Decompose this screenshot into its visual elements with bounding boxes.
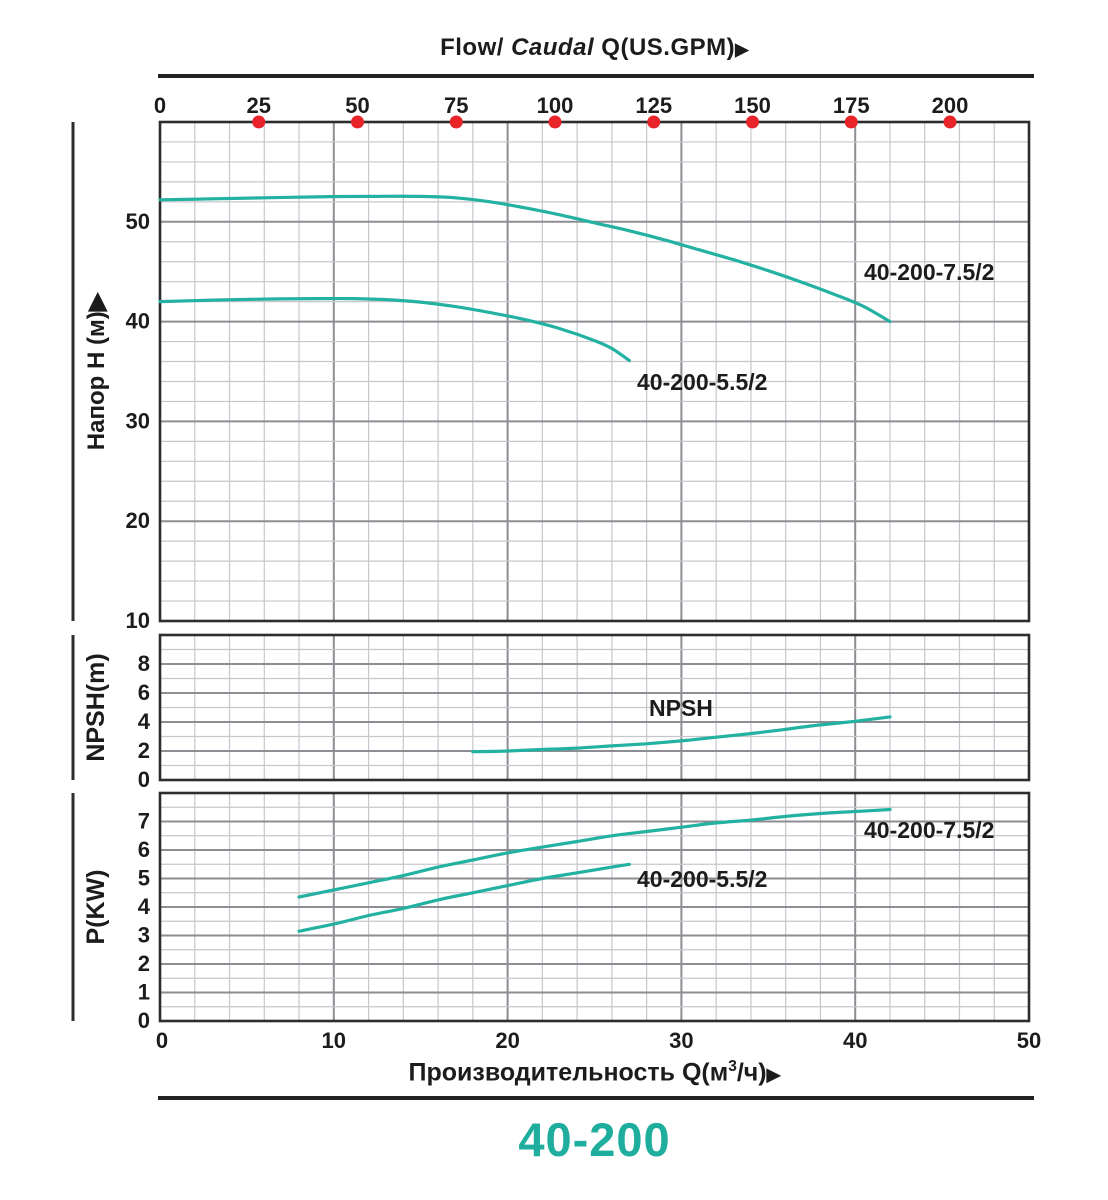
y-tick-label: 6 xyxy=(138,837,150,862)
y-tick-label: 2 xyxy=(138,738,150,763)
top-axis-title-flow: Flow/ xyxy=(440,34,504,61)
bottom-axis-title-close: /ч) xyxy=(736,1058,767,1087)
power-curve-label-7-5: 40-200-7.5/2 xyxy=(864,817,995,843)
x-tick-label: 10 xyxy=(322,1028,346,1053)
grid xyxy=(160,635,1029,780)
y-tick-label: 6 xyxy=(138,680,150,705)
bottom-axis-title: Производительность Q(м3/ч)▶ xyxy=(160,1058,1029,1087)
curve-40-200-5-5-2 xyxy=(297,862,631,933)
x-tick-label: 30 xyxy=(669,1028,693,1053)
y-tick-label: 0 xyxy=(138,1008,150,1033)
red-duty-point-dot xyxy=(548,115,562,129)
red-duty-point-dot xyxy=(351,115,364,129)
gpm-tick-label: 75 xyxy=(444,93,468,118)
pump-model-title: 40-200 xyxy=(518,1113,671,1166)
gpm-tick-label: 200 xyxy=(932,93,969,118)
y-tick-label: 8 xyxy=(138,651,150,676)
top-axis-title-caudal: Caudal xyxy=(511,34,595,61)
grid xyxy=(160,122,1029,621)
curve-40-200-5-5-2 xyxy=(158,296,631,363)
y-tick-label: 3 xyxy=(138,923,150,948)
curve-40-200-7-5-2 xyxy=(158,194,892,324)
y-axis-label: Напор H (м)▶ xyxy=(83,291,110,450)
y-tick-label: 10 xyxy=(126,608,150,633)
bottom-axis-ticks: 0 10 20 30 40 50 xyxy=(156,1028,1041,1053)
bottom-axis-title-text: Производительность Q(м xyxy=(408,1058,729,1087)
top-gpm-axis: 0 25 50 75 100 125 150 175 200 xyxy=(154,93,968,129)
y-tick-label: 0 xyxy=(138,767,150,792)
red-duty-point-dot xyxy=(746,115,759,129)
power-chart: 0 1 2 3 4 5 6 7 P(KW) xyxy=(71,791,1031,1034)
y-tick-label: 1 xyxy=(138,980,150,1005)
right-arrow-icon: ▶ xyxy=(766,1064,781,1085)
x-tick-label: 50 xyxy=(1017,1028,1041,1053)
y-axis-label: P(KW) xyxy=(82,870,110,945)
y-tick-label: 50 xyxy=(126,209,150,234)
y-tick-labels: 10 20 30 40 50 xyxy=(126,209,150,633)
y-tick-label: 4 xyxy=(138,709,151,734)
y-axis-label: NPSH(m) xyxy=(82,653,110,761)
red-duty-point-dot xyxy=(252,115,266,129)
plot-frame xyxy=(158,791,1031,1023)
gpm-tick-label: 50 xyxy=(345,93,369,118)
y-tick-label: 2 xyxy=(138,951,150,976)
y-tick-label: 4 xyxy=(138,894,151,919)
y-tick-label: 30 xyxy=(126,408,150,433)
x-tick-label: 20 xyxy=(495,1028,519,1053)
bottom-axis-title-sup: 3 xyxy=(728,1058,737,1075)
grid xyxy=(160,793,1029,1021)
head-curve-chart: 10 20 30 40 50 Напор H (м)▶ xyxy=(71,120,1031,633)
y-tick-label: 5 xyxy=(138,866,150,891)
npsh-curve-label: NPSH xyxy=(649,695,713,721)
bottom-title-rule xyxy=(158,1096,1034,1100)
gpm-tick-label: 125 xyxy=(635,93,672,118)
x-tick-label: 40 xyxy=(843,1028,867,1053)
y-tick-labels: 0 1 2 3 4 5 6 7 xyxy=(138,809,151,1034)
gpm-tick-label: 150 xyxy=(734,93,771,118)
curve-npsh xyxy=(471,715,892,754)
npsh-chart: 0 2 4 6 8 NPSH(m) xyxy=(71,633,1031,792)
head-curve-label-5-5: 40-200-5.5/2 xyxy=(637,369,768,395)
y-tick-label: 7 xyxy=(138,809,150,834)
gpm-tick-label: 175 xyxy=(833,93,870,118)
curve-40-200-7-5-2 xyxy=(297,807,892,899)
power-curve-label-5-5: 40-200-5.5/2 xyxy=(637,866,768,892)
plot-frame xyxy=(158,633,1031,782)
top-axis-title: Flow/ Caudal Q(US.GPM)▶ xyxy=(160,34,1029,62)
x-tick-label: 0 xyxy=(156,1028,168,1053)
y-tick-label: 40 xyxy=(126,309,150,334)
red-duty-point-dot xyxy=(943,115,957,129)
y-tick-label: 20 xyxy=(126,508,150,533)
right-arrow-icon: ▶ xyxy=(735,39,749,59)
red-duty-point-dot xyxy=(647,115,661,129)
gpm-tick-label: 0 xyxy=(154,93,166,118)
gpm-tick-label: 100 xyxy=(537,93,574,118)
gpm-tick-label: 25 xyxy=(247,93,271,118)
red-duty-point-dot xyxy=(449,115,463,129)
y-tick-labels: 0 2 4 6 8 xyxy=(138,651,151,792)
head-curve-label-7-5: 40-200-7.5/2 xyxy=(864,259,995,285)
plot-frame xyxy=(158,120,1031,623)
top-title-rule xyxy=(158,74,1034,78)
top-axis-title-unit: Q(US.GPM) xyxy=(601,34,736,61)
red-duty-point-dot xyxy=(844,115,858,129)
